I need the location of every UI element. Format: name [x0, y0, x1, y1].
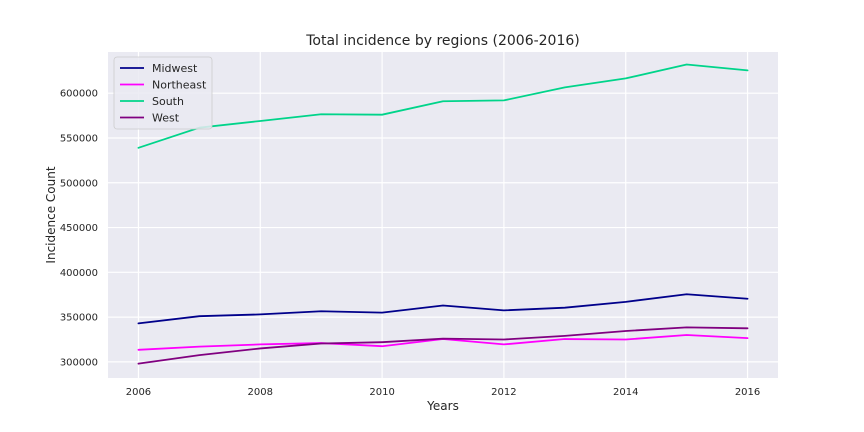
series-line-west: [137, 326, 749, 365]
y-tick-label: 500000: [60, 178, 98, 189]
y-tick-label: 600000: [60, 89, 98, 100]
y-tick-label: 300000: [60, 357, 98, 368]
legend: Midwest Northeast South West: [113, 56, 213, 130]
y-tick-label: 550000: [60, 133, 98, 144]
legend-box: [113, 56, 213, 130]
x-axis-label: Years: [426, 399, 459, 413]
legend-label: Midwest: [152, 62, 198, 75]
y-tick-label: 450000: [60, 223, 98, 234]
y-tick-label: 350000: [60, 313, 98, 324]
y-axis-label: Incidence Count: [44, 166, 58, 263]
legend-label: Northeast: [152, 79, 207, 92]
series-line-south: [137, 63, 749, 149]
chart-title: Total incidence by regions (2006-2016): [305, 33, 580, 49]
series-line-midwest: [137, 293, 749, 325]
x-tick-label: 2008: [248, 387, 273, 398]
x-tick-label: 2014: [613, 387, 638, 398]
x-axis-ticks: 2006 2008 2010 2012 2014 2016: [126, 387, 761, 398]
grid-lines: [108, 52, 778, 378]
x-tick-label: 2016: [735, 387, 760, 398]
x-tick-label: 2010: [369, 387, 394, 398]
x-tick-label: 2012: [491, 387, 516, 398]
plot-area: [108, 52, 778, 378]
y-tick-label: 400000: [60, 268, 98, 279]
legend-label: South: [152, 95, 184, 108]
legend-label: West: [152, 112, 180, 125]
y-axis-ticks: 300000 350000 400000 450000 500000 550000 6000…: [60, 89, 98, 369]
series-lines: [137, 63, 749, 365]
x-tick-label: 2006: [126, 387, 151, 398]
